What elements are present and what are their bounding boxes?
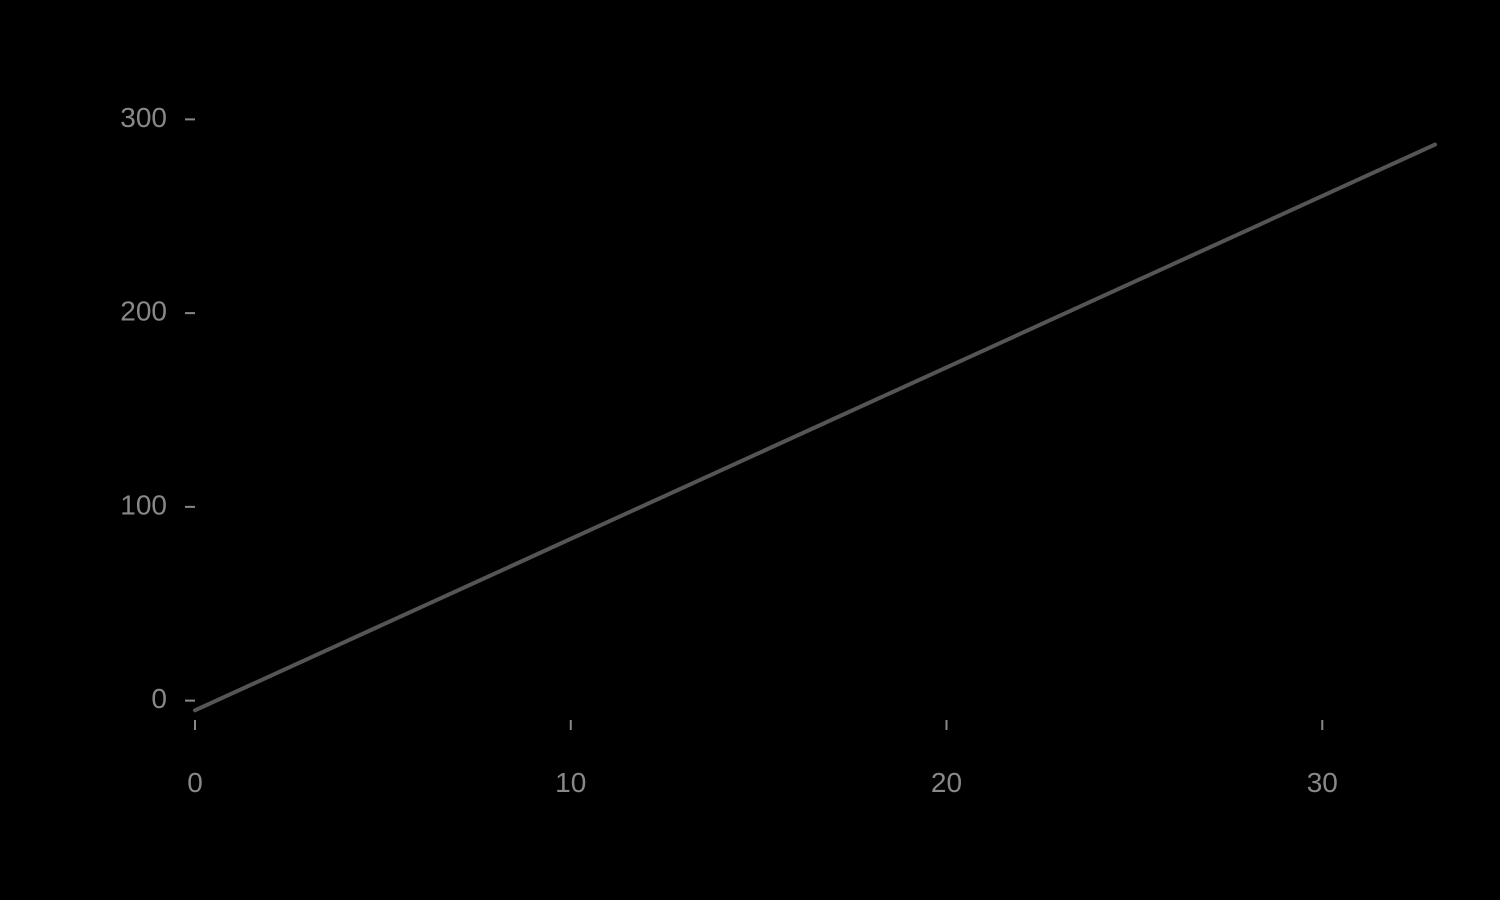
x-tick-label: 30 bbox=[1307, 767, 1338, 798]
series-line bbox=[195, 145, 1435, 711]
x-tick-label: 10 bbox=[555, 767, 586, 798]
x-tick-label: 20 bbox=[931, 767, 962, 798]
y-tick-label: 100 bbox=[120, 489, 167, 520]
y-tick-label: 200 bbox=[120, 296, 167, 327]
chart-svg: 0 100 200 300 0 10 20 30 bbox=[0, 0, 1500, 900]
x-tick-label: 0 bbox=[187, 767, 203, 798]
y-tick-label: 300 bbox=[120, 102, 167, 133]
line-chart: 0 100 200 300 0 10 20 30 bbox=[0, 0, 1500, 900]
y-tick-label: 0 bbox=[151, 683, 167, 714]
